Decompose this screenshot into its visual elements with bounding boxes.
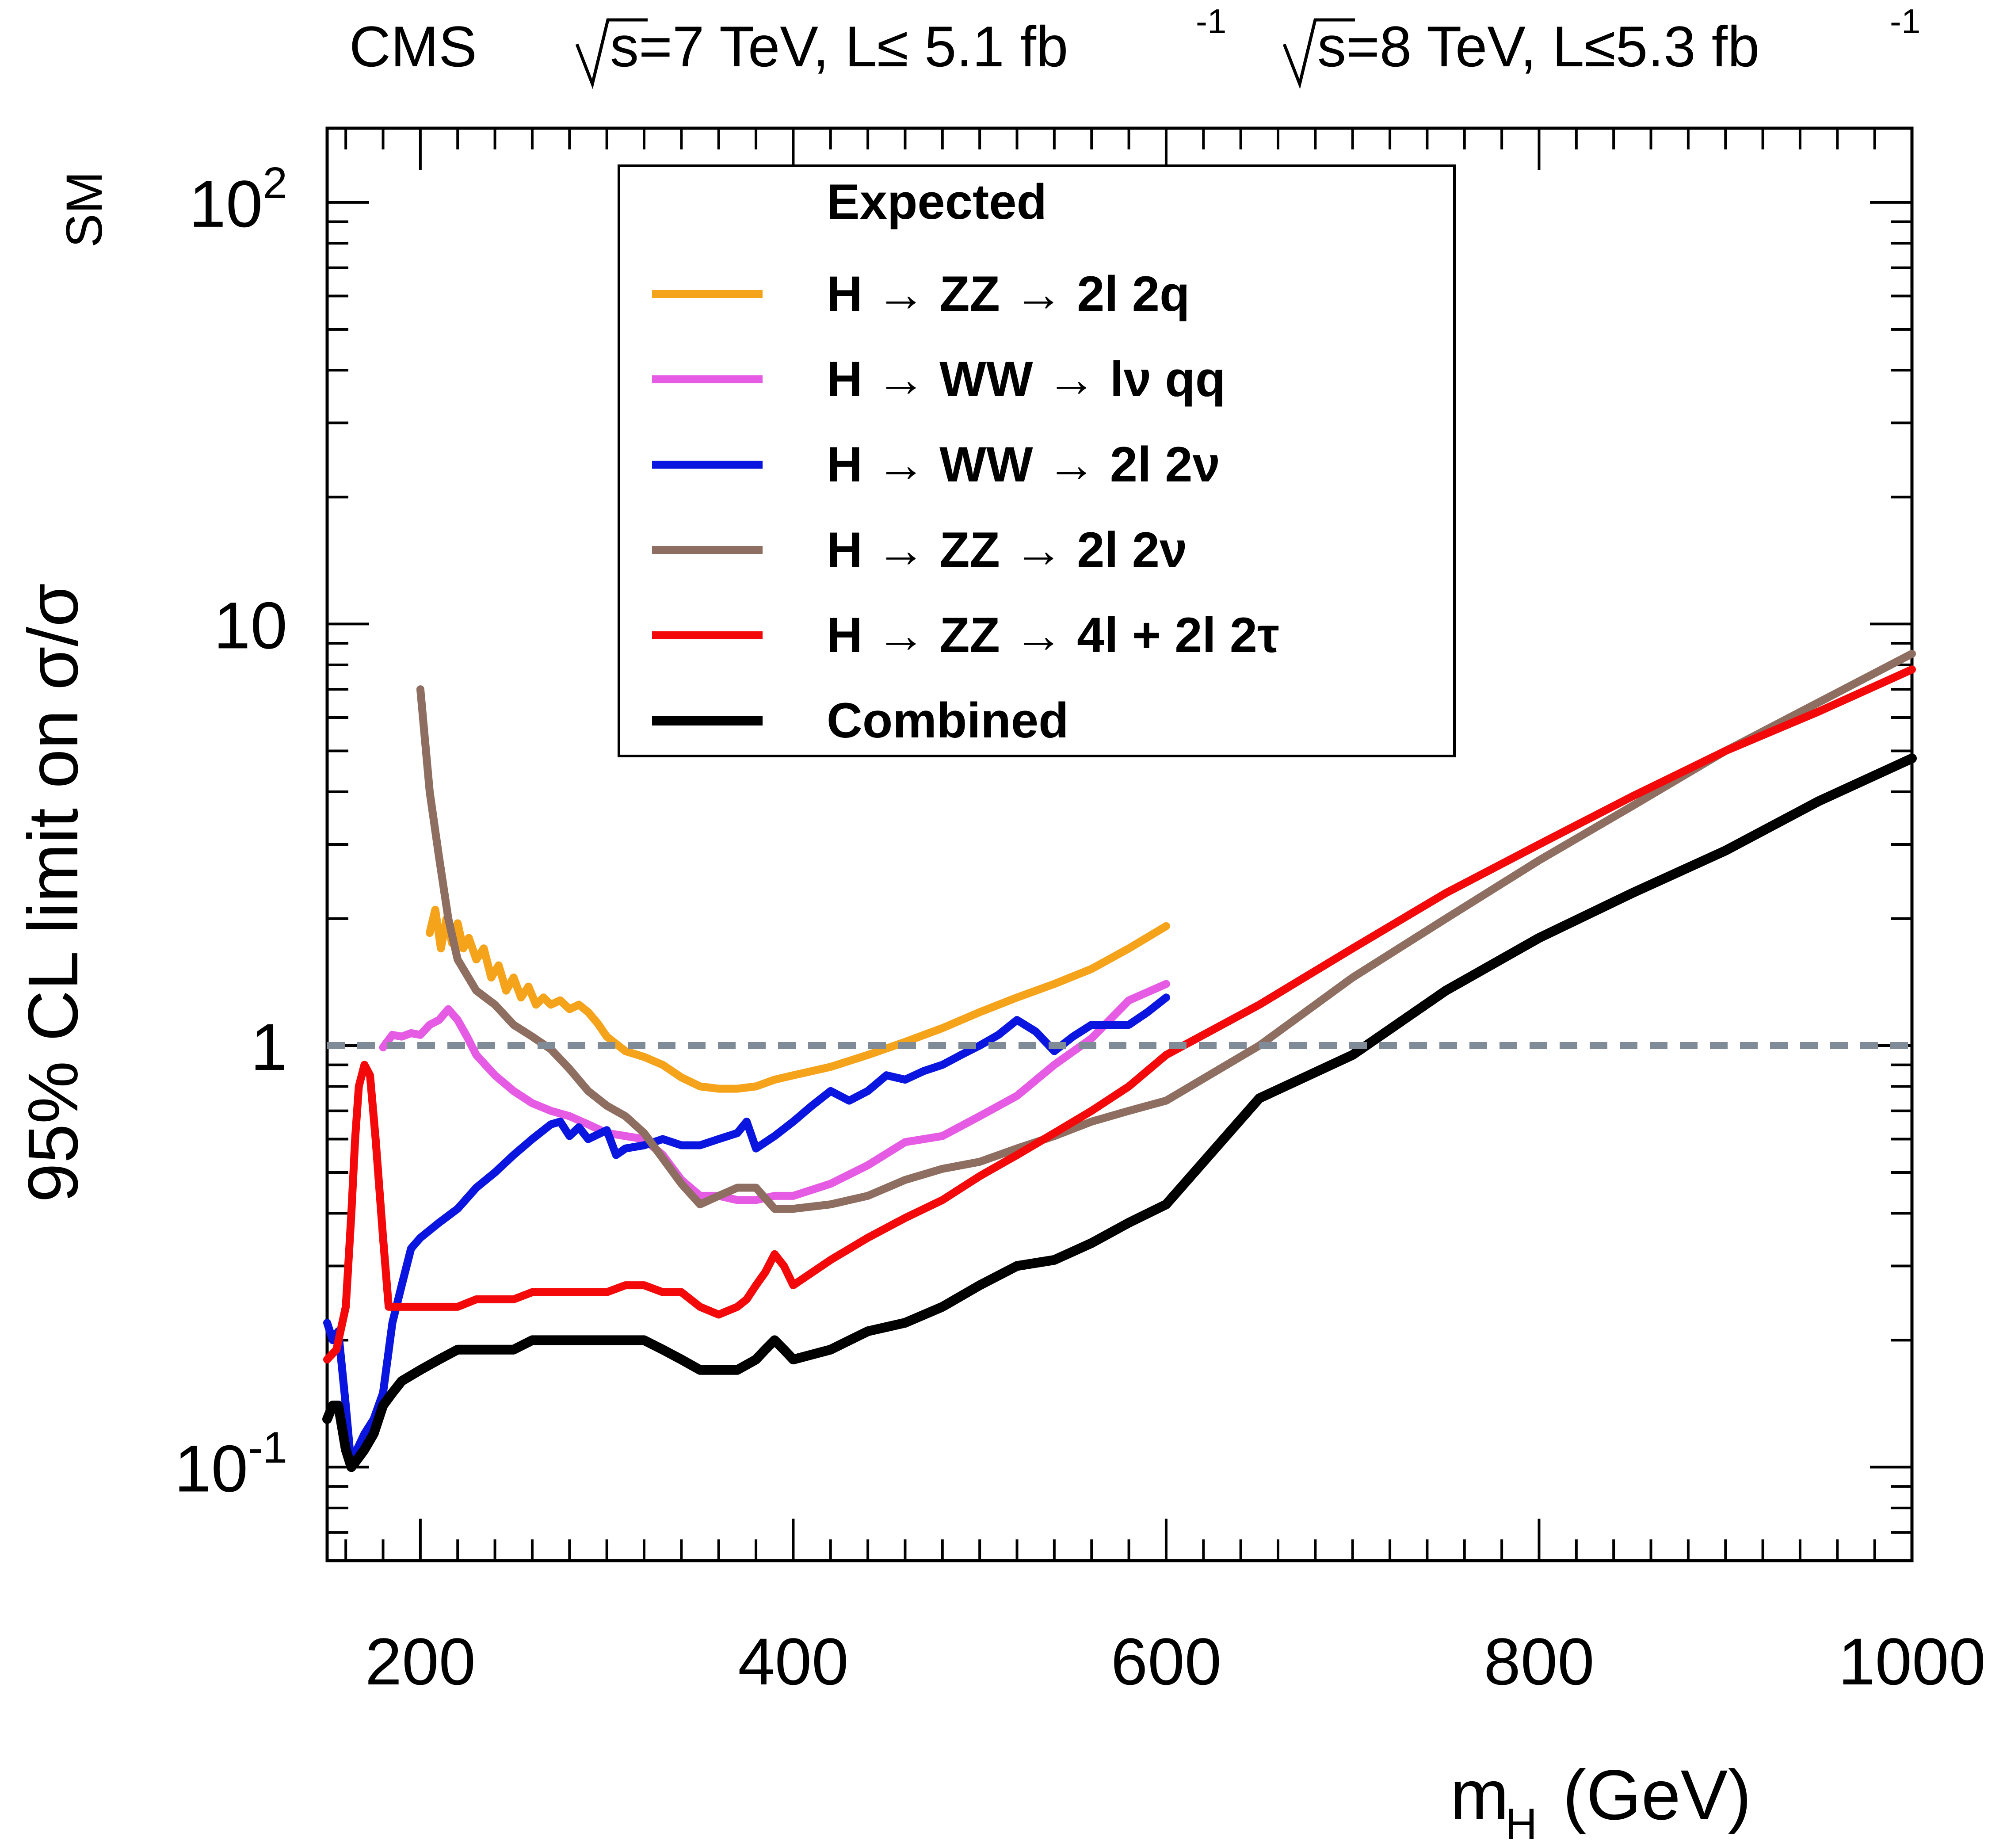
x-tick-label: 1000 [1838, 1624, 1986, 1699]
lumi-8tev-exponent: -1 [1890, 2, 1920, 41]
series-line-0 [426, 905, 1170, 1093]
x-tick-label: 400 [738, 1624, 848, 1699]
y-tick-label: 10-1 [174, 1423, 287, 1505]
x-tick-label: 200 [365, 1624, 476, 1699]
legend-title: Expected [827, 174, 1047, 229]
y-tick-label: 1 [251, 1010, 287, 1084]
lumi-8tev-text: s=8 TeV, L≤5.3 fb [1317, 14, 1759, 79]
y-tick-label: 102 [189, 158, 287, 241]
x-axis-title: m H (GeV) [1450, 1755, 1751, 1848]
y-axis-title-main: 95% CL limit on σ/σ [13, 583, 92, 1203]
legend-label: Combined [827, 693, 1069, 748]
x-axis-title-sub: H [1505, 1799, 1537, 1848]
lumi-label-7tev: s=7 TeV, L≤ 5.1 fb -1 [575, 2, 1226, 89]
x-axis-title-unit: (GeV) [1563, 1755, 1751, 1834]
series-line-3 [416, 649, 1916, 1213]
x-axis-title-m: m [1450, 1755, 1509, 1834]
x-tick-label: 800 [1484, 1624, 1594, 1699]
legend-label: H → ZZ → 2l 2ν [827, 522, 1187, 577]
y-axis-title-sub: SM [56, 172, 113, 248]
legend-label: H → ZZ → 4l + 2l 2τ [827, 607, 1279, 663]
y-tick-label: 10 [214, 588, 287, 662]
sqrt-symbol [575, 18, 648, 89]
legend-label: H → WW → lν qq [827, 351, 1225, 407]
lumi-7tev-text: s=7 TeV, L≤ 5.1 fb [610, 14, 1068, 79]
series-line-1 [379, 980, 1170, 1204]
series-group [322, 649, 1917, 1472]
series-line-5 [322, 753, 1917, 1472]
header: CMS s=7 TeV, L≤ 5.1 fb -1 s=8 TeV, L≤5.3… [349, 2, 1920, 89]
series-line-4 [323, 665, 1916, 1364]
x-tick-label: 600 [1111, 1624, 1221, 1699]
experiment-label: CMS [349, 14, 477, 79]
legend-label: H → ZZ → 2l 2q [827, 266, 1190, 321]
legend-entries: H → ZZ → 2l 2q H → WW → lν qq H → WW → 2l … [652, 266, 1279, 748]
sqrt-symbol [1282, 18, 1355, 89]
lumi-7tev-exponent: -1 [1196, 2, 1226, 41]
legend: Expected H → ZZ → 2l 2qH → WW → lν qqH →… [618, 164, 1456, 757]
lumi-label-8tev: s=8 TeV, L≤5.3 fb -1 [1282, 2, 1920, 89]
legend-label: H → WW → 2l 2ν [827, 437, 1220, 492]
y-axis-title: 95% CL limit on σ/σ SM [13, 172, 113, 1203]
